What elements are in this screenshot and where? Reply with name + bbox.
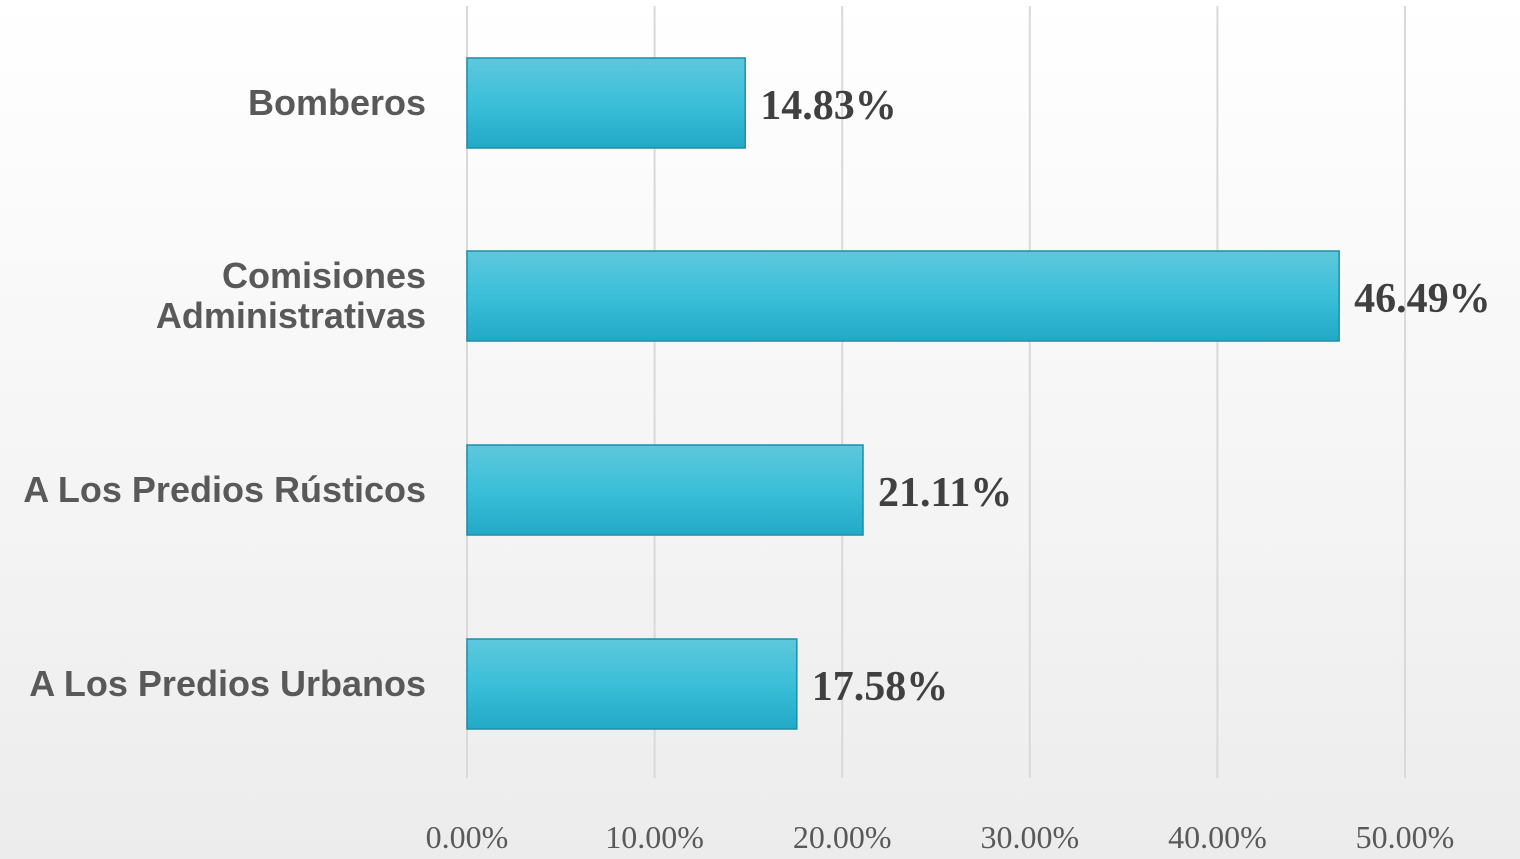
data-label: 14.83%: [760, 83, 897, 129]
category-label: A Los Predios Urbanos: [29, 663, 426, 704]
x-axis-tick-labels: 0.00% 10.00% 20.00% 30.00% 40.00% 50.00%: [426, 819, 1455, 855]
bar: [466, 250, 1340, 342]
x-tick-label: 20.00%: [793, 819, 892, 855]
category-label: Comisiones: [222, 255, 426, 296]
x-tick-label: 50.00%: [1356, 819, 1455, 855]
x-tick-label: 10.00%: [605, 819, 704, 855]
bars: [466, 57, 1340, 730]
bar: [466, 444, 864, 536]
data-label: 17.58%: [812, 664, 949, 710]
x-tick-label: 0.00%: [426, 819, 509, 855]
x-tick-label: 40.00%: [1168, 819, 1267, 855]
data-label: 21.11%: [878, 470, 1012, 516]
category-label: A Los Predios Rústicos: [23, 469, 426, 510]
category-label: Administrativas: [156, 295, 426, 336]
x-tick-label: 30.00%: [980, 819, 1079, 855]
category-label: Bomberos: [248, 82, 426, 123]
data-label: 46.49%: [1354, 276, 1491, 322]
bar: [466, 638, 798, 730]
bar: [466, 57, 746, 149]
data-labels: 14.83% 46.49% 21.11% 17.58%: [760, 83, 1490, 710]
